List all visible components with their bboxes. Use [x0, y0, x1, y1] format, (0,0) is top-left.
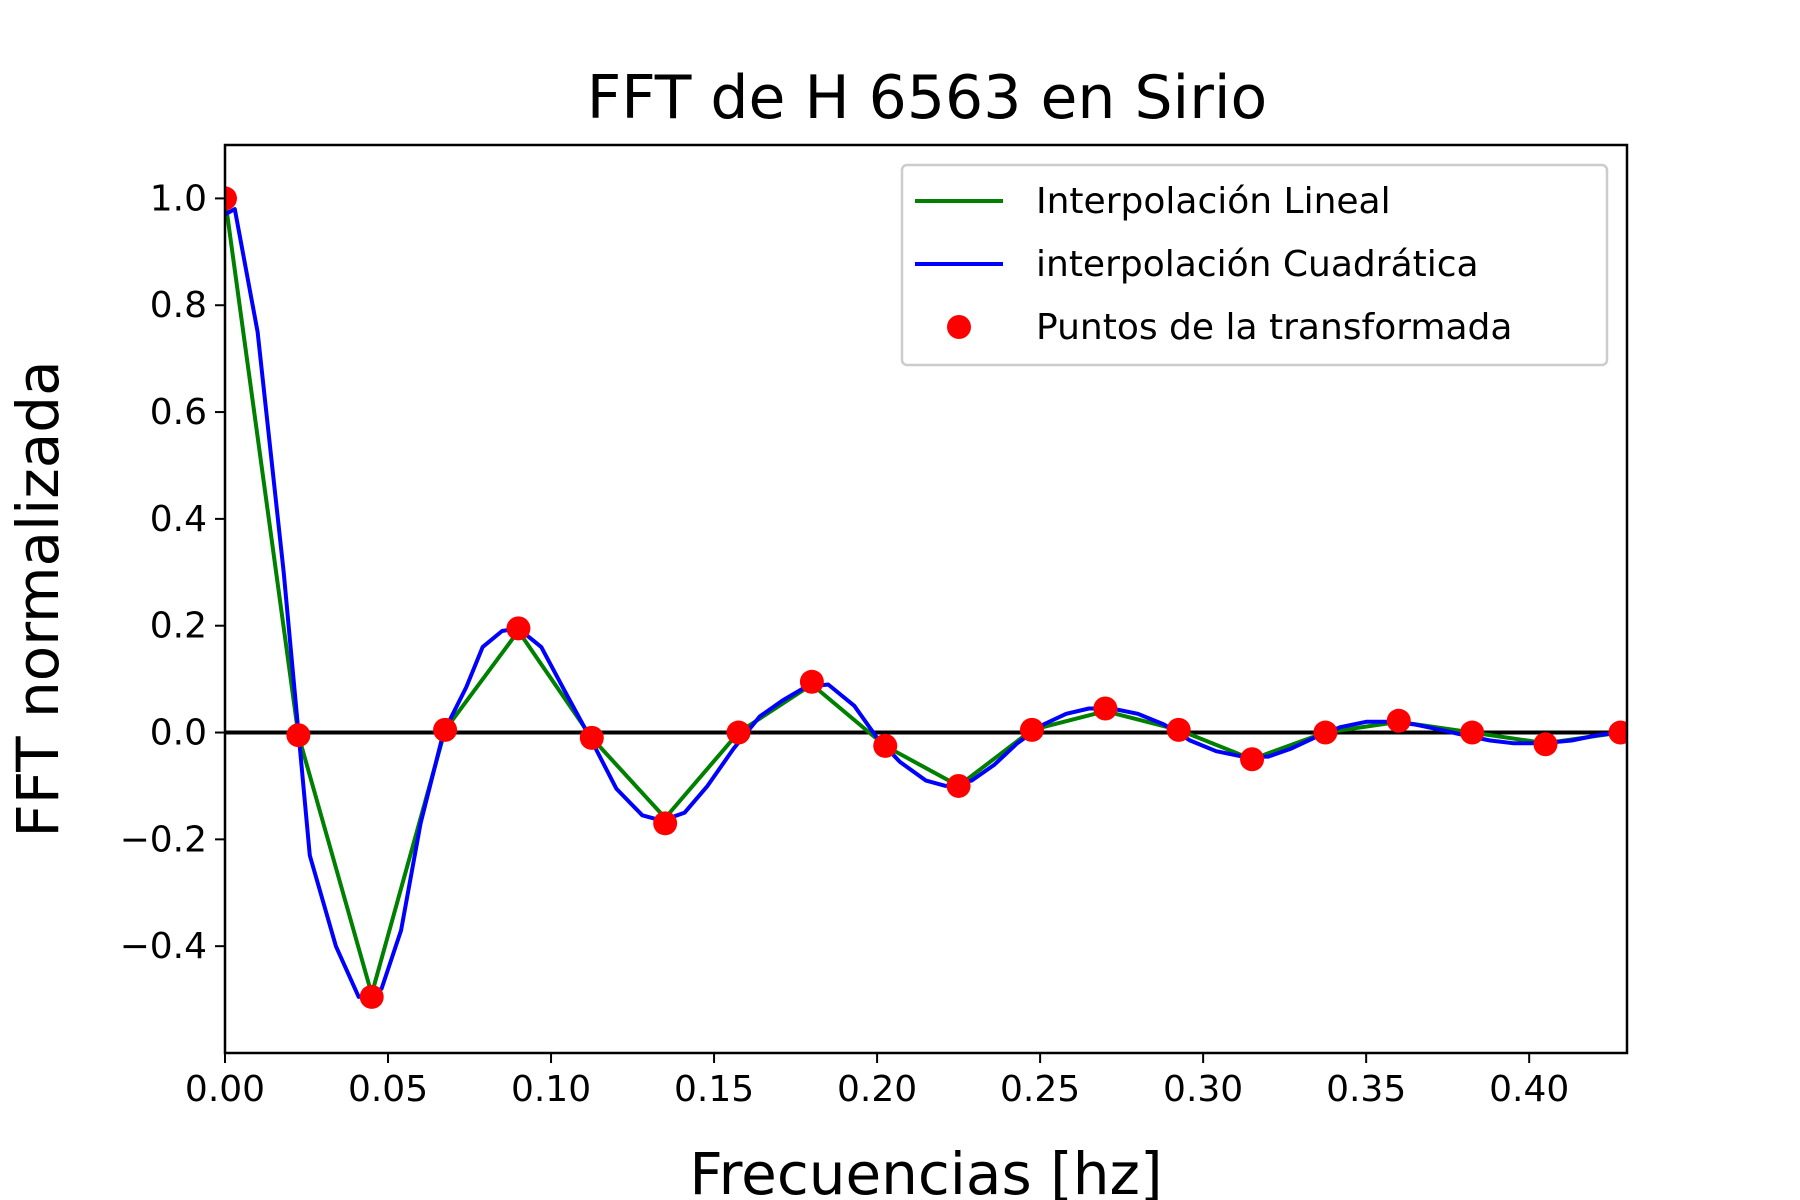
x-tick-label: 0.25 [1000, 1069, 1080, 1110]
scatter-point [1533, 732, 1558, 757]
legend-label: Puntos de la transformada [1036, 307, 1512, 348]
y-tick-label: 0.6 [150, 392, 207, 433]
scatter-point [873, 733, 898, 758]
scatter-point [1386, 708, 1411, 733]
scatter-point [653, 811, 678, 836]
scatter-point [799, 669, 824, 694]
x-tick-label: 0.30 [1163, 1069, 1243, 1110]
scatter-point [726, 720, 751, 745]
scatter-point [506, 616, 531, 641]
plot-frame [223, 143, 1629, 1055]
y-tick-label: 0.8 [150, 285, 207, 326]
legend-swatch-marker [947, 315, 971, 339]
scatter-points [225, 186, 1627, 1009]
scatter-point [1608, 720, 1627, 745]
y-tick-label: 0.2 [150, 606, 207, 647]
x-tick-label: 0.40 [1489, 1069, 1569, 1110]
scatter-point [579, 725, 604, 750]
y-axis: −0.4 −0.2 0.0 0.2 0.4 0.6 0.8 1.0 [120, 178, 225, 967]
scatter-point [1460, 720, 1485, 745]
y-axis-label: FFT normalizada [4, 360, 72, 837]
x-tick-label: 0.05 [348, 1069, 428, 1110]
y-tick-label: −0.2 [120, 819, 207, 860]
x-tick-label: 0.10 [511, 1069, 591, 1110]
x-tick-label: 0.35 [1326, 1069, 1406, 1110]
y-tick-label: 0.0 [150, 713, 207, 754]
legend-frame [900, 163, 1609, 367]
y-tick-label: −0.4 [120, 926, 207, 967]
chart-title: FFT de H 6563 en Sirio [587, 63, 1268, 133]
scatter-point [359, 984, 384, 1009]
y-tick-label: 1.0 [150, 178, 207, 219]
scatter-point [433, 717, 458, 742]
scatter-point [1019, 717, 1044, 742]
scatter-point [225, 186, 237, 211]
legend: Interpolación Lineal interpolación Cuadrá… [900, 163, 1609, 367]
x-axis-label: Frecuencias [hz] [689, 1140, 1162, 1200]
scatter-point [946, 773, 971, 798]
x-tick-label: 0.00 [185, 1069, 265, 1110]
scatter-point [286, 723, 311, 748]
scatter-point [1313, 720, 1338, 745]
x-tick-label: 0.20 [837, 1069, 917, 1110]
scatter-point [1240, 747, 1265, 772]
legend-label: interpolación Cuadrática [1036, 244, 1479, 285]
x-axis: 0.00 0.05 0.10 0.15 0.20 0.25 0.30 0.35 0.40 [185, 1053, 1569, 1110]
y-tick-label: 0.4 [150, 499, 207, 540]
scatter-point [1166, 717, 1191, 742]
x-tick-label: 0.15 [674, 1069, 754, 1110]
scatter-point [1093, 696, 1118, 721]
legend-label: Interpolación Lineal [1036, 181, 1391, 222]
